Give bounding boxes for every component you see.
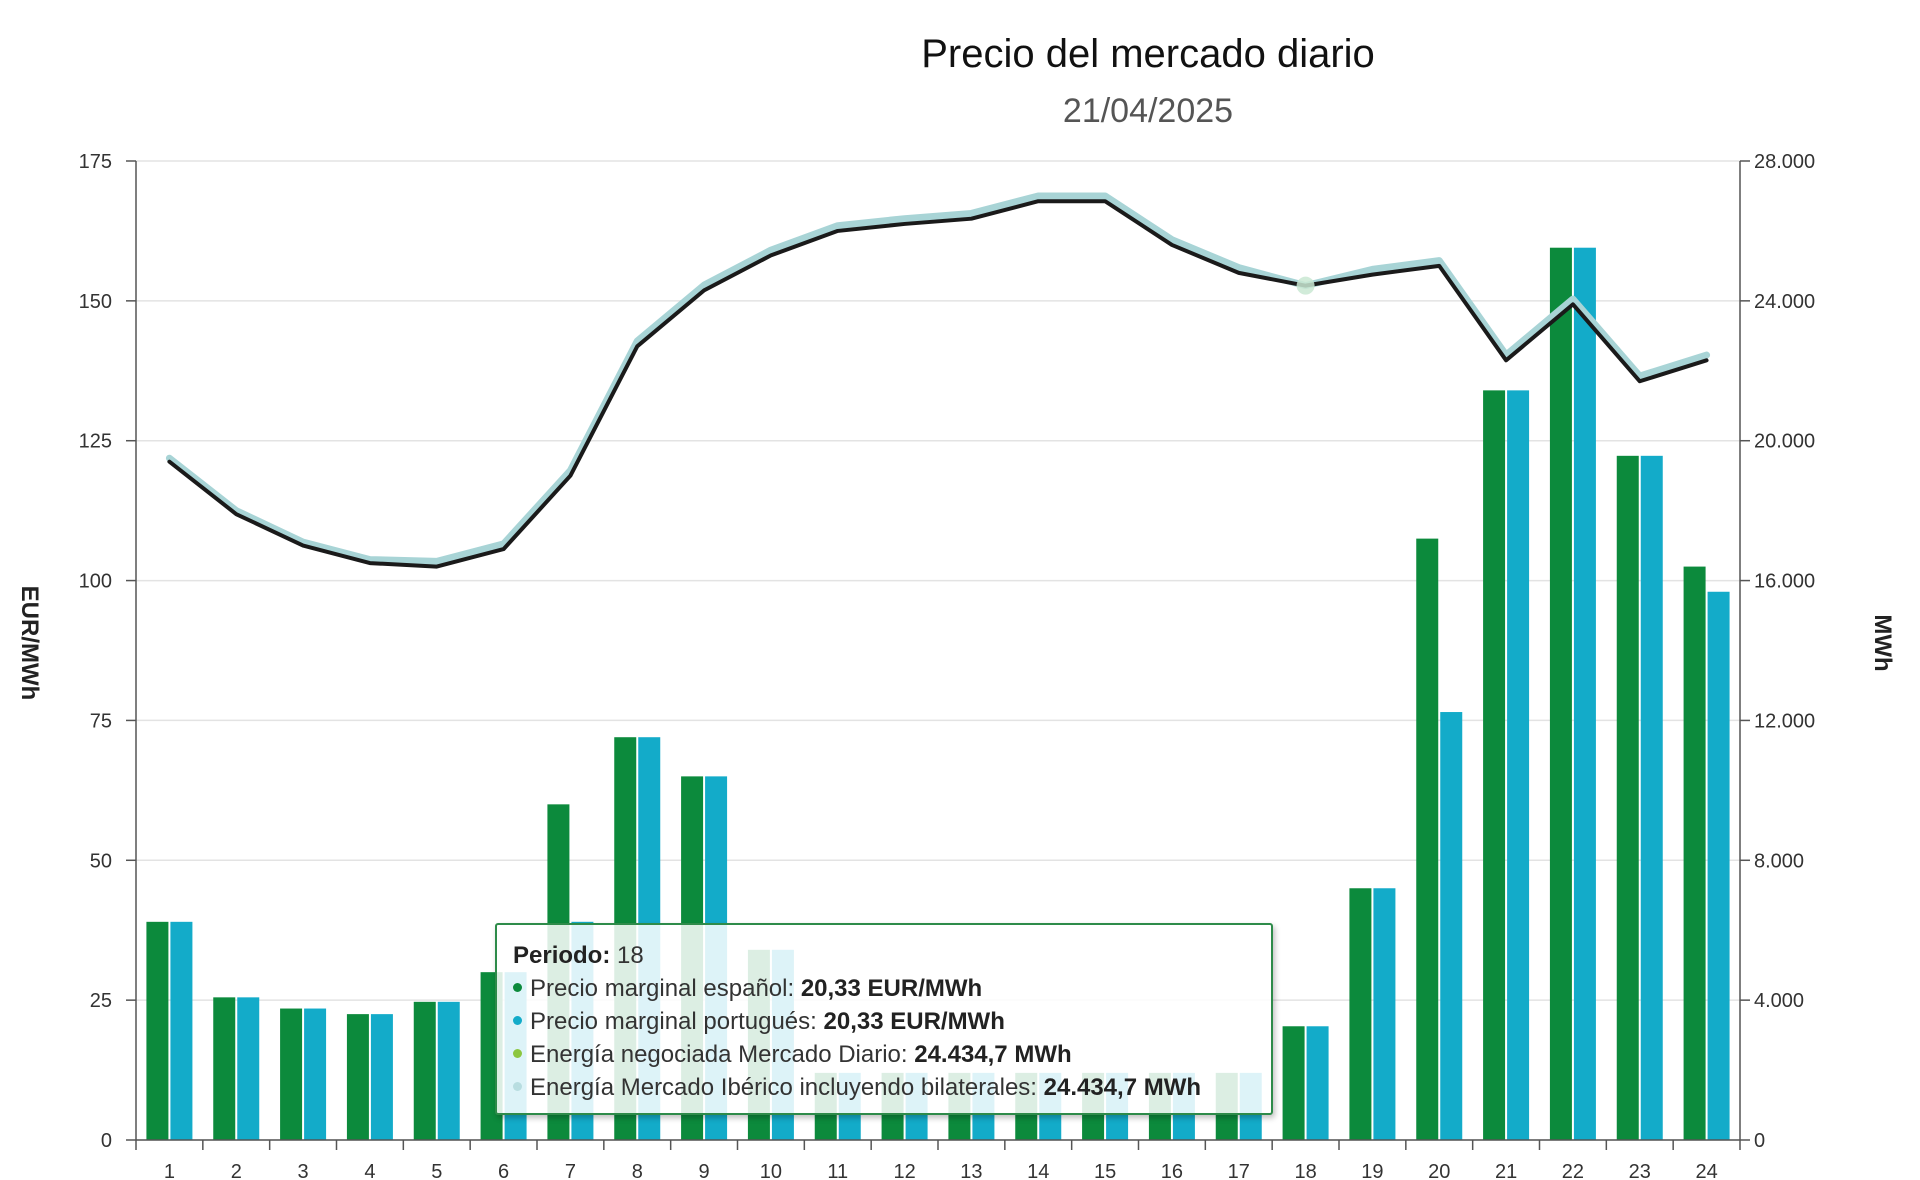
chart-title: Precio del mercado diario (921, 32, 1375, 76)
y-right-tick-label: 8.000 (1754, 850, 1804, 872)
tooltip-item-label: Precio marginal español: (530, 975, 795, 1002)
bar-portuguese-price[interactable]: Precio marginal portugués 2: 25.5 (237, 997, 260, 1140)
tooltip-period-value: 18 (617, 942, 644, 969)
tooltip-item-value: 24.434,7 MWh (914, 1041, 1072, 1068)
y-right-axis-title: MWh (1869, 614, 1896, 671)
tooltip-item-value: 20,33 EUR/MWh (823, 1008, 1005, 1035)
tooltip-item-portuguese-price: Precio marginal portugués: 20,33 EUR/MWh (513, 1005, 1255, 1038)
x-tick-label: 9 (699, 1161, 710, 1180)
y-right-tick-label: 4.000 (1754, 990, 1804, 1012)
tooltip-item-daily-energy: Energía negociada Mercado Diario: 24.434… (513, 1038, 1255, 1071)
x-tick-label: 12 (893, 1161, 915, 1180)
tooltip-item-spanish-price: Precio marginal español: 20,33 EUR/MWh (513, 972, 1255, 1005)
y-left-tick-label: 150 (79, 291, 112, 313)
bar-spanish-price[interactable]: Precio marginal español 24: 102.5 (1683, 566, 1706, 1140)
bar-spanish-price[interactable]: Precio marginal español 19: 45 (1349, 888, 1372, 1140)
x-tick-label: 1 (164, 1161, 175, 1180)
x-tick-label: 5 (431, 1161, 442, 1180)
line-energy-iberian-market[interactable] (165, 192, 1711, 565)
x-tick-label: 7 (565, 1161, 576, 1180)
axes: 025507510012515017504.0008.00012.00016.0… (79, 151, 1816, 1180)
bar-portuguese-price[interactable]: Precio marginal portugués 19: 45 (1373, 888, 1396, 1140)
gridlines (136, 160, 1740, 1141)
bar-spanish-price[interactable]: Precio marginal español 4: 22.5 (346, 1014, 369, 1140)
line-energy-daily-market[interactable] (167, 199, 1709, 569)
x-tick-label: 10 (760, 1161, 782, 1180)
x-tick-label: 15 (1094, 1161, 1116, 1180)
x-tick-label: 8 (632, 1161, 643, 1180)
y-right-tick-label: 20.000 (1754, 431, 1815, 453)
y-left-tick-label: 25 (90, 990, 112, 1012)
tooltip-period: Periodo: 18 (513, 939, 1255, 972)
x-tick-label: 22 (1562, 1161, 1584, 1180)
x-tick-label: 6 (498, 1161, 509, 1180)
bar-spanish-price[interactable]: Precio marginal español 2: 25.5 (213, 997, 236, 1140)
y-left-tick-label: 50 (90, 850, 112, 872)
x-tick-label: 14 (1027, 1161, 1049, 1180)
x-tick-label: 11 (827, 1161, 848, 1180)
tooltip-period-label: Periodo: (513, 942, 611, 969)
tooltip-dot-icon (513, 1016, 522, 1026)
bar-spanish-price[interactable]: Precio marginal español 5: 24.7 (413, 1001, 436, 1140)
bar-portuguese-price[interactable]: Precio marginal portugués 22: 159.5 (1573, 247, 1596, 1140)
bar-portuguese-price[interactable]: Precio marginal portugués 18: 20.33 (1306, 1026, 1329, 1140)
y-left-tick-label: 100 (79, 571, 112, 593)
x-tick-label: 2 (231, 1161, 242, 1180)
x-tick-label: 24 (1695, 1161, 1717, 1180)
y-right-tick-label: 12.000 (1754, 710, 1815, 732)
bar-portuguese-price[interactable]: Precio marginal portugués 4: 22.5 (370, 1014, 393, 1140)
y-right-tick-label: 0 (1754, 1130, 1765, 1152)
y-right-tick-label: 16.000 (1754, 571, 1815, 593)
y-right-tick-label: 24.000 (1754, 291, 1815, 313)
x-tick-label: 3 (298, 1161, 309, 1180)
x-tick-label: 20 (1428, 1161, 1450, 1180)
y-right-tick-label: 28.000 (1754, 151, 1815, 173)
bar-portuguese-price[interactable]: Precio marginal portugués 3: 23.5 (304, 1008, 327, 1140)
energy-lines (165, 192, 1711, 569)
tooltip-item-value: 20,33 EUR/MWh (800, 975, 983, 1002)
x-tick-label: 18 (1294, 1161, 1316, 1180)
tooltip-item-label: Precio marginal portugués: (530, 1008, 817, 1035)
y-left-tick-label: 0 (101, 1130, 112, 1152)
bar-spanish-price[interactable]: Precio marginal español 22: 159.5 (1549, 247, 1572, 1140)
x-tick-label: 16 (1161, 1161, 1183, 1180)
tooltip-item-label: Energía Mercado Ibérico incluyendo bilat… (530, 1074, 1037, 1101)
tooltip-item-iberian-energy: Energía Mercado Ibérico incluyendo bilat… (513, 1071, 1255, 1104)
hover-marker (1296, 276, 1315, 295)
bar-portuguese-price[interactable]: Precio marginal portugués 24: 98 (1707, 591, 1730, 1140)
tooltip-item-value: 24.434,7 MWh (1043, 1074, 1202, 1101)
bar-spanish-price[interactable]: Precio marginal español 18: 20.33 (1282, 1026, 1305, 1140)
bar-spanish-price[interactable]: Precio marginal español 20: 107.5 (1416, 538, 1439, 1140)
bar-portuguese-price[interactable]: Precio marginal portugués 1: 39 (170, 921, 193, 1140)
x-tick-label: 19 (1361, 1161, 1383, 1180)
tooltip-item-label: Energía negociada Mercado Diario: (530, 1041, 908, 1068)
x-tick-label: 23 (1629, 1161, 1651, 1180)
bar-portuguese-price[interactable]: Precio marginal portugués 5: 24.7 (437, 1001, 460, 1140)
y-left-tick-label: 175 (79, 151, 112, 173)
bar-spanish-price[interactable]: Precio marginal español 23: 122.3 (1616, 455, 1639, 1140)
tooltip-dot-icon (513, 983, 522, 993)
bar-portuguese-price[interactable]: Precio marginal portugués 23: 122.3 (1640, 455, 1663, 1140)
x-tick-label: 13 (960, 1161, 982, 1180)
x-tick-label: 4 (364, 1161, 375, 1180)
tooltip-dot-icon (513, 1082, 522, 1092)
y-left-axis-title: EUR/MWh (16, 586, 43, 701)
x-tick-label: 21 (1495, 1161, 1517, 1180)
bar-spanish-price[interactable]: Precio marginal español 21: 134 (1483, 390, 1506, 1140)
x-tick-label: 17 (1228, 1161, 1250, 1180)
y-left-tick-label: 75 (90, 710, 112, 732)
bar-portuguese-price[interactable]: Precio marginal portugués 21: 134 (1507, 390, 1530, 1140)
chart-subtitle: 21/04/2025 (1063, 92, 1233, 130)
tooltip-dot-icon (513, 1049, 522, 1059)
bar-portuguese-price[interactable]: Precio marginal portugués 20: 76.5 (1440, 712, 1463, 1140)
bar-spanish-price[interactable]: Precio marginal español 1: 39 (146, 921, 169, 1140)
y-left-tick-label: 125 (79, 431, 112, 453)
bar-spanish-price[interactable]: Precio marginal español 3: 23.5 (280, 1008, 303, 1140)
chart-tooltip: Periodo: 18 Precio marginal español: 20,… (495, 923, 1273, 1115)
